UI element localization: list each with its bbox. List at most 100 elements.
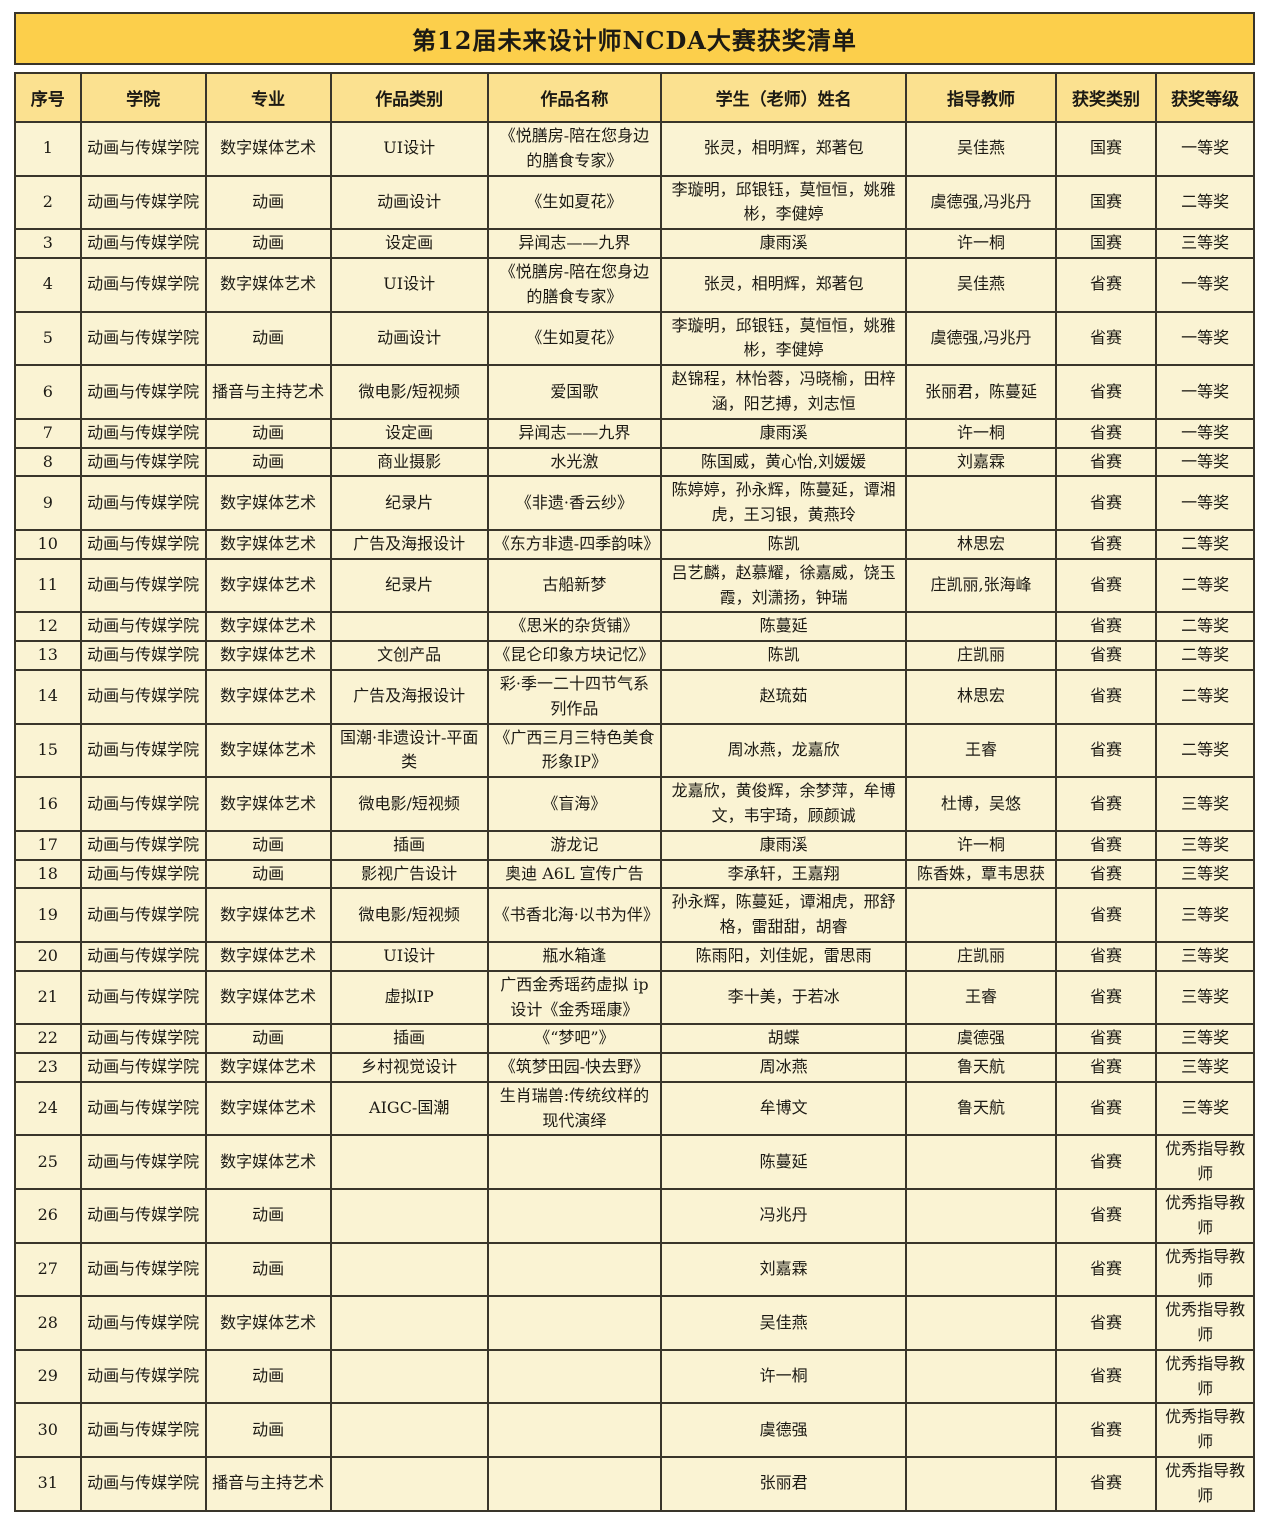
- table-cell: 省赛: [1054, 668, 1158, 725]
- table-cell: 康雨溪: [660, 228, 908, 259]
- table-cell: 吴佳燕: [905, 256, 1057, 313]
- table-cell: 数字媒体艺术: [204, 528, 332, 560]
- table-cell: 动画与传媒学院: [79, 364, 207, 420]
- table-cell: 吕艺麟，赵慕耀，徐嘉威，饶玉霞，刘潇扬，钟瑞: [660, 557, 908, 614]
- table-cell: 生肖瑞兽:传统纹样的现代演绎: [486, 1080, 663, 1137]
- table-row: 14 动画与传媒学院 数字媒体艺术 广告及海报设计 彩·季一二十四节气系列作品 赵琉茹 林思…: [14, 668, 1255, 725]
- table-cell: 动画与传媒学院: [79, 668, 207, 725]
- column-header: 作品名称: [486, 72, 663, 123]
- table-row: 13 动画与传媒学院 数字媒体艺术 文创产品 《昆仑印象方块记忆》 陈凯 庄凯丽 省赛 二等奖: [14, 640, 1255, 671]
- table-cell: 国潮·非遗设计-平面类: [329, 722, 489, 779]
- table-cell: 数字媒体艺术: [204, 121, 332, 177]
- column-header: 获奖类别: [1054, 72, 1158, 123]
- table-cell: [905, 1295, 1057, 1351]
- table-cell: 优秀指导教师: [1155, 1134, 1255, 1191]
- table-cell: 广西金秀瑶药虚拟 ip 设计《金秀瑶康》: [486, 969, 663, 1026]
- column-header: 序号: [14, 72, 82, 123]
- table-cell: 18: [14, 858, 82, 890]
- table-cell: 张灵，相明辉，郑著包: [660, 256, 908, 313]
- table-cell: 动画与传媒学院: [79, 1241, 207, 1298]
- table-cell: 李璇明，邱银钰，莫恒恒，姚雅彬，李健婷: [660, 174, 908, 231]
- table-cell: 三等奖: [1155, 1052, 1255, 1083]
- table-cell: 省赛: [1054, 446, 1158, 478]
- table-cell: 杜博，吴悠: [905, 776, 1057, 832]
- table-cell: 动画与传媒学院: [79, 1188, 207, 1244]
- table-cell: [486, 1295, 663, 1351]
- table-cell: 数字媒体艺术: [204, 611, 332, 643]
- table-cell: 15: [14, 722, 82, 779]
- table-cell: 二等奖: [1155, 668, 1255, 725]
- table-cell: 异闻志——九界: [486, 228, 663, 259]
- table-cell: 水光激: [486, 446, 663, 478]
- table-header-row: 序号 学院 专业 作品类别 作品名称 学生（老师）姓名 指导教师 获奖类别 获奖等级: [14, 72, 1255, 123]
- table-cell: [905, 1456, 1057, 1512]
- award-sheet: 第12届未来设计师NCDA大赛获奖清单 序号 学院 专业 作品类别 作品名称 学生（老师）…: [14, 12, 1255, 1512]
- table-cell: 省赛: [1054, 887, 1158, 943]
- table-cell: 播音与主持艺术: [204, 1456, 332, 1512]
- table-cell: 11: [14, 557, 82, 614]
- table-row: 23 动画与传媒学院 数字媒体艺术 乡村视觉设计 《筑梦田园-快去野》 周冰燕 鲁天航 省赛三…: [14, 1052, 1255, 1083]
- table-cell: 虞德强,冯兆丹: [905, 174, 1057, 231]
- table-row: 11 动画与传媒学院 数字媒体艺术 纪录片 古船新梦 吕艺麟，赵慕耀，徐嘉威，饶玉霞，刘潇…: [14, 557, 1255, 614]
- table-cell: 数字媒体艺术: [204, 940, 332, 972]
- table-cell: 赵琉茹: [660, 668, 908, 725]
- table-cell: 30: [14, 1402, 82, 1459]
- table-cell: [329, 1295, 489, 1351]
- table-cell: 省赛: [1054, 1295, 1158, 1351]
- table-cell: 12: [14, 611, 82, 643]
- table-cell: 省赛: [1054, 557, 1158, 614]
- table-cell: 冯兆丹: [660, 1188, 908, 1244]
- table-cell: 孙永辉，陈蔓延，谭湘虎，邢舒格，雷甜甜，胡睿: [660, 887, 908, 943]
- table-cell: 许一桐: [660, 1348, 908, 1405]
- table-cell: 数字媒体艺术: [204, 640, 332, 671]
- table-cell: 省赛: [1054, 1348, 1158, 1405]
- table-row: 9 动画与传媒学院 数字媒体艺术 纪录片 《非遗·香云纱》 陈婷婷，孙永辉，陈蔓延，谭湘虎…: [14, 475, 1255, 531]
- table-cell: 省赛: [1054, 364, 1158, 420]
- table-cell: 27: [14, 1241, 82, 1298]
- table-row: 26 动画与传媒学院 动画 冯兆丹 省赛 优秀指导教师: [14, 1188, 1255, 1244]
- table-row: 20 动画与传媒学院 数字媒体艺术 UI设计 瓶水箱逢 陈雨阳，刘佳妮，雷思雨 庄凯丽 省赛三…: [14, 940, 1255, 972]
- table-cell: [905, 1241, 1057, 1298]
- table-cell: 动画与传媒学院: [79, 969, 207, 1026]
- table-cell: 张丽君: [660, 1456, 908, 1512]
- table-cell: 《悦膳房-陪在您身边的膳食专家》: [486, 121, 663, 177]
- table-cell: 许一桐: [905, 417, 1057, 449]
- table-cell: 奥迪 A6L 宣传广告: [486, 858, 663, 890]
- table-cell: 异闻志——九界: [486, 417, 663, 449]
- table-cell: 省赛: [1054, 1402, 1158, 1459]
- table-cell: 动画与传媒学院: [79, 557, 207, 614]
- table-cell: 动画与传媒学院: [79, 121, 207, 177]
- table-row: 10 动画与传媒学院 数字媒体艺术 广告及海报设计 《东方非遗-四季韵味》 陈凯 林思宏 省赛…: [14, 528, 1255, 560]
- awards-table: 序号 学院 专业 作品类别 作品名称 学生（老师）姓名 指导教师 获奖类别 获奖等级 1 动画与传…: [14, 72, 1255, 1512]
- table-row: 15 动画与传媒学院 数字媒体艺术 国潮·非遗设计-平面类 《广西三月三特色美食形象IP…: [14, 722, 1255, 779]
- table-cell: 纪录片: [329, 557, 489, 614]
- table-cell: 31: [14, 1456, 82, 1512]
- table-cell: 三等奖: [1155, 776, 1255, 832]
- table-cell: 张丽君，陈蔓延: [905, 364, 1057, 420]
- table-cell: 动画设计: [329, 174, 489, 231]
- table-cell: 一等奖: [1155, 475, 1255, 531]
- table-cell: 龙嘉欣，黄俊辉，余梦萍，牟博文，韦宇琦，顾颜诚: [660, 776, 908, 832]
- table-cell: 动画: [204, 310, 332, 367]
- table-row: 6 动画与传媒学院 播音与主持艺术 微电影/短视频 爱国歌 赵锦程，林怡蓉，冯晓榆，田梓涵…: [14, 364, 1255, 420]
- table-cell: 古船新梦: [486, 557, 663, 614]
- table-cell: 省赛: [1054, 640, 1158, 671]
- table-cell: 影视广告设计: [329, 858, 489, 890]
- table-cell: 《悦膳房-陪在您身边的膳食专家》: [486, 256, 663, 313]
- table-cell: 吴佳燕: [905, 121, 1057, 177]
- table-cell: 彩·季一二十四节气系列作品: [486, 668, 663, 725]
- table-cell: 13: [14, 640, 82, 671]
- column-header: 专业: [204, 72, 332, 123]
- table-cell: 数字媒体艺术: [204, 1080, 332, 1137]
- table-cell: [905, 1188, 1057, 1244]
- table-cell: 三等奖: [1155, 887, 1255, 943]
- column-header: 指导教师: [905, 72, 1057, 123]
- table-row: 22 动画与传媒学院 动画 插画 《“梦吧”》 胡蝶 虞德强 省赛 三等奖: [14, 1023, 1255, 1055]
- table-cell: 数字媒体艺术: [204, 1052, 332, 1083]
- table-cell: 动画: [204, 858, 332, 890]
- table-cell: 陈凯: [660, 640, 908, 671]
- table-cell: 数字媒体艺术: [204, 256, 332, 313]
- table-cell: 省赛: [1054, 611, 1158, 643]
- table-cell: 动画: [204, 1348, 332, 1405]
- table-cell: 动画与传媒学院: [79, 1348, 207, 1405]
